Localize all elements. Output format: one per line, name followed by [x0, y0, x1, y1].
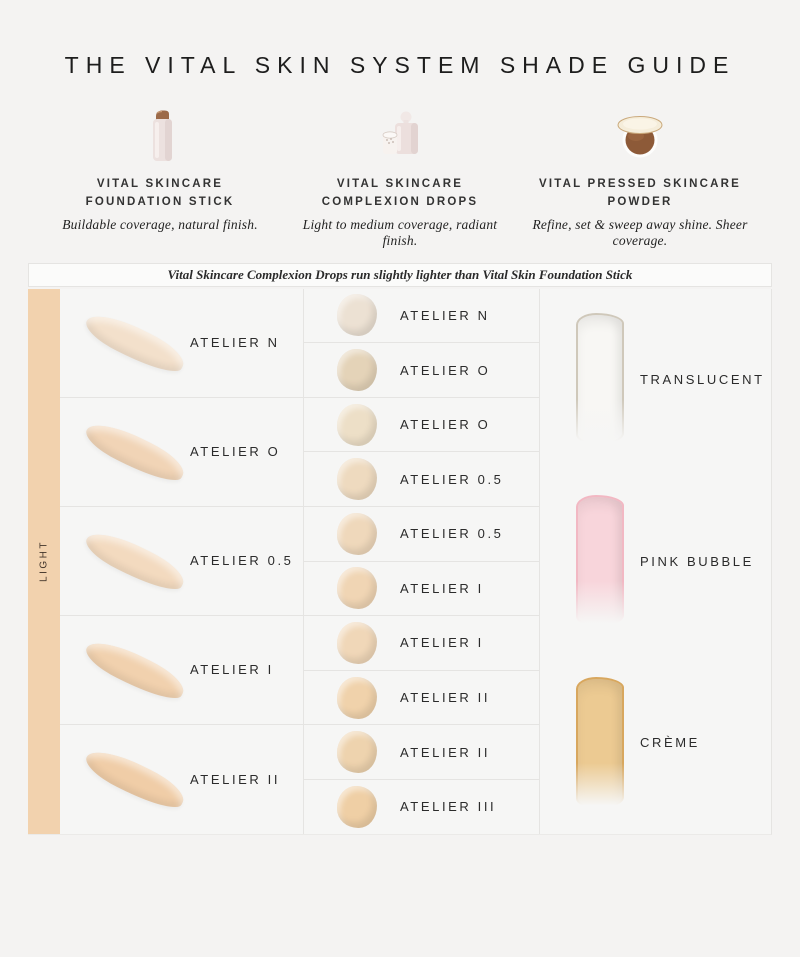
foundation-shade-row: ATELIER N — [60, 289, 303, 398]
shade-label: ATELIER 0.5 — [190, 553, 294, 569]
pressed-powder-icon — [526, 109, 754, 163]
shade-label: ATELIER II — [400, 744, 491, 760]
drops-swatch — [337, 403, 377, 446]
foundation-stick-icon — [46, 109, 274, 163]
complexion-drops-icon — [286, 109, 514, 163]
drops-shade-row: ATELIER II — [304, 725, 539, 780]
shade-label: ATELIER N — [190, 335, 280, 351]
foundation-shade-row: ATELIER O — [60, 398, 303, 507]
complexion-drops-column: ATELIER N ATELIER O ATELIER O ATELIER 0.… — [304, 288, 540, 834]
shade-label: ATELIER O — [190, 444, 281, 460]
foundation-shade-row: ATELIER 0.5 — [60, 507, 303, 616]
shade-label: ATELIER II — [190, 771, 281, 787]
shade-label: PINK BUBBLE — [640, 553, 754, 569]
shade-label: TRANSLUCENT — [640, 371, 765, 387]
table-note: Vital Skincare Complexion Drops run slig… — [28, 262, 772, 287]
drops-shade-row: ATELIER N — [304, 289, 539, 344]
foundation-swatch — [80, 305, 192, 380]
page-title: THE VITAL SKIN SYSTEM SHADE GUIDE — [64, 52, 736, 78]
products-row: VITAL SKINCARE FOUNDATION STICK Buildabl… — [0, 109, 800, 249]
product-name: VITAL PRESSED SKINCARE POWDER — [539, 178, 741, 208]
product-name: VITAL SKINCARE FOUNDATION STICK — [85, 178, 235, 208]
drops-swatch — [337, 731, 377, 774]
product-pressed-powder: VITAL PRESSED SKINCARE POWDER Refine, se… — [526, 109, 754, 249]
shade-label: ATELIER 0.5 — [400, 471, 504, 487]
shade-label: ATELIER O — [400, 362, 491, 378]
drops-shade-row: ATELIER 0.5 — [304, 507, 539, 562]
product-complexion-drops: VITAL SKINCARE COMPLEXION DROPS Light to… — [286, 109, 514, 249]
foundation-swatch — [80, 742, 192, 816]
drops-swatch — [337, 458, 377, 501]
foundation-shade-row: ATELIER II — [60, 725, 303, 834]
product-description: Light to medium coverage, radiant finish… — [302, 216, 498, 248]
powder-swatch — [576, 495, 624, 628]
powder-shade-row: CRÈME — [540, 652, 771, 834]
shade-label: ATELIER 0.5 — [400, 526, 504, 542]
powder-shade-row: TRANSLUCENT — [540, 289, 771, 471]
drops-shade-row: ATELIER O — [304, 398, 539, 453]
product-name: VITAL SKINCARE COMPLEXION DROPS — [321, 178, 479, 208]
product-foundation-stick: VITAL SKINCARE FOUNDATION STICK Buildabl… — [46, 109, 274, 249]
drops-shade-row: ATELIER I — [304, 616, 539, 671]
shade-label: ATELIER I — [400, 580, 484, 596]
shade-label: ATELIER O — [400, 417, 491, 433]
foundation-swatch — [80, 632, 192, 707]
powder-shade-row: PINK BUBBLE — [540, 470, 771, 652]
foundation-stick-column: ATELIER N ATELIER O ATELIER 0.5 ATELIER … — [60, 288, 304, 834]
drops-shade-row: ATELIER 0.5 — [304, 452, 539, 507]
shade-label: ATELIER II — [400, 690, 491, 706]
category-label: LIGHT — [38, 540, 50, 583]
drops-swatch — [337, 676, 377, 719]
drops-shade-row: ATELIER III — [304, 780, 539, 834]
drops-swatch — [337, 349, 377, 392]
shade-label: ATELIER N — [400, 307, 490, 323]
drops-shade-row: ATELIER O — [304, 343, 539, 398]
shade-guide-table: Vital Skincare Complexion Drops run slig… — [28, 262, 772, 835]
drops-shade-row: ATELIER I — [304, 562, 539, 617]
product-description: Buildable coverage, natural finish. — [62, 216, 258, 232]
shade-label: CRÈME — [640, 735, 700, 751]
shade-label: ATELIER I — [400, 635, 484, 651]
category-band-light: LIGHT — [28, 288, 60, 834]
product-description: Refine, set & sweep away shine. Sheer co… — [532, 216, 748, 248]
foundation-shade-row: ATELIER I — [60, 616, 303, 725]
drops-swatch — [337, 512, 377, 555]
pressed-powder-column: TRANSLUCENT PINK BUBBLE CRÈME — [540, 289, 771, 834]
drops-swatch — [337, 621, 377, 664]
table-body: LIGHT ATELIER N ATELIER O ATELIER 0.5 AT… — [28, 288, 772, 835]
shade-label: ATELIER III — [400, 799, 497, 815]
powder-swatch — [576, 313, 624, 446]
drops-shade-row: ATELIER II — [304, 671, 539, 726]
powder-swatch — [576, 676, 624, 809]
shade-label: ATELIER I — [190, 662, 274, 678]
drops-swatch — [337, 567, 377, 610]
drops-swatch — [337, 294, 377, 337]
foundation-swatch — [80, 414, 192, 489]
foundation-swatch — [80, 523, 192, 598]
drops-swatch — [337, 785, 377, 828]
